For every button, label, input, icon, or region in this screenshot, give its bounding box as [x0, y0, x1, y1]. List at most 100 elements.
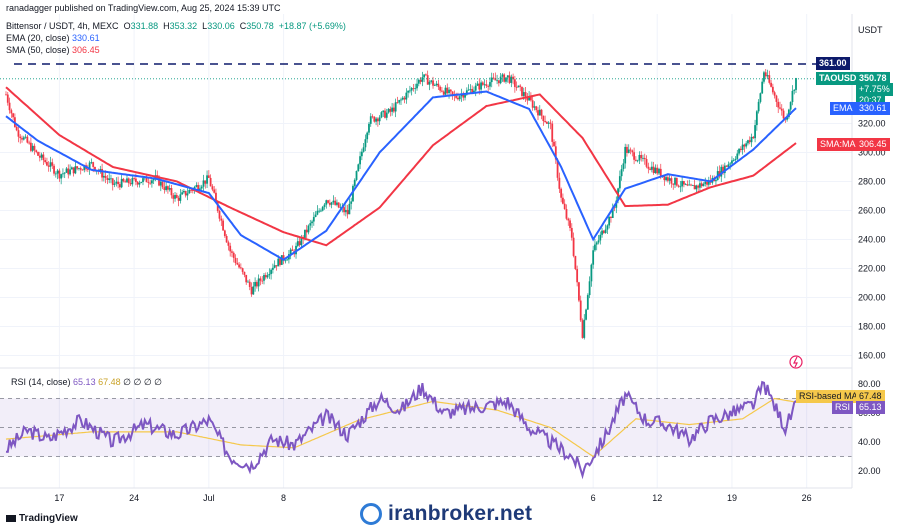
candle-body: [588, 281, 591, 296]
candle-body: [741, 144, 744, 150]
candle-body: [519, 85, 522, 87]
candle-body: [417, 79, 420, 84]
candle-body: [478, 83, 481, 90]
candle-body: [366, 132, 369, 140]
sma-legend-label: SMA (50, close): [6, 45, 70, 55]
candle-body: [480, 82, 482, 90]
watermark-text: iranbroker.net: [388, 502, 533, 525]
sma-legend[interactable]: SMA (50, close) 306.45: [6, 45, 100, 55]
currency-label[interactable]: USDT: [858, 25, 883, 35]
candle-body: [336, 202, 338, 205]
candle-body: [590, 264, 593, 282]
candle-body: [437, 83, 440, 87]
ema-legend[interactable]: EMA (20, close) 330.61: [6, 33, 100, 43]
candle-body: [312, 216, 315, 222]
candle-body: [547, 122, 550, 124]
candle-body: [147, 182, 150, 183]
ema-price-label: 330.61: [856, 102, 890, 115]
candle-body: [656, 167, 659, 174]
candle-body: [145, 176, 148, 183]
candle-body: [483, 84, 486, 86]
candle-body: [380, 112, 383, 118]
candle-body: [368, 123, 370, 133]
last-price-label: 350.78: [856, 72, 890, 85]
candle-body: [31, 145, 34, 151]
candle-body: [570, 227, 573, 238]
candle-body: [53, 165, 55, 174]
candle-body: [569, 220, 571, 228]
sma-legend-value: 306.45: [72, 45, 100, 55]
candle-body: [592, 250, 595, 265]
candle-body: [508, 75, 511, 83]
candle-body: [26, 136, 29, 143]
candle-body: [376, 118, 379, 122]
candle-body: [458, 96, 461, 100]
alert-icon[interactable]: [789, 355, 803, 369]
candle-body: [606, 225, 609, 230]
candle-body: [492, 77, 495, 79]
candle-body: [663, 175, 666, 181]
candle-body: [70, 167, 73, 170]
candle-body: [181, 192, 184, 195]
candle-body: [259, 278, 262, 281]
candle-body: [396, 102, 399, 104]
candle-body: [501, 74, 504, 77]
candle-body: [715, 180, 717, 182]
candle-body: [775, 95, 778, 102]
candle-body: [62, 173, 64, 175]
candle-body: [392, 107, 395, 112]
candle-body: [659, 168, 662, 177]
candle-body: [188, 189, 191, 194]
time-tick-label: 24: [129, 493, 139, 503]
candle-body: [10, 110, 13, 114]
candle-body: [88, 162, 91, 170]
candle-body: [250, 286, 253, 295]
candle-body: [551, 123, 554, 142]
symbol-line: Bittensor / USDT, 4h, MEXC O331.88 H353.…: [6, 21, 346, 31]
tradingview-logo[interactable]: TradingView: [6, 513, 78, 524]
candle-body: [46, 162, 48, 166]
candle-body: [675, 177, 678, 186]
candle-body: [554, 146, 557, 160]
candle-body: [400, 99, 402, 101]
candle-body: [542, 115, 545, 122]
candle-body: [202, 180, 205, 187]
candle-body: [207, 175, 210, 178]
candle-body: [465, 90, 468, 95]
candle-body: [350, 201, 353, 204]
candle-body: [743, 144, 746, 147]
candle-body: [321, 206, 324, 211]
candle-body: [430, 80, 433, 82]
candle-body: [211, 186, 214, 190]
candle-body: [634, 159, 637, 161]
rsi-legend-value: 65.13: [73, 377, 96, 387]
candle-body: [183, 190, 185, 193]
candle-body: [191, 190, 194, 191]
candle-body: [332, 200, 335, 203]
candle-body: [236, 262, 239, 265]
candle-body: [215, 192, 217, 202]
time-axis-ticks: 17 24 Jul 8 6 12 19 26: [54, 493, 811, 503]
candle-body: [599, 234, 602, 241]
candle-body: [736, 153, 739, 159]
candle-body: [51, 162, 54, 166]
rsi-line: [5, 380, 797, 480]
candle-body: [63, 172, 66, 174]
candle-body: [78, 168, 80, 169]
high-label: H: [163, 21, 170, 31]
candle-body: [683, 181, 685, 185]
candle-body: [441, 90, 443, 92]
candle-body: [140, 181, 143, 183]
candle-body: [102, 175, 105, 178]
rsi-legend[interactable]: RSI (14, close) 65.13 67.48 ∅ ∅ ∅ ∅: [11, 377, 162, 388]
candle-body: [33, 145, 36, 151]
candle-body: [629, 149, 632, 151]
ema-20-line: [5, 90, 797, 262]
candle-body: [528, 96, 531, 101]
candle-body: [538, 109, 541, 116]
candle-body: [770, 82, 772, 87]
price-tick-label: 200.00: [858, 292, 886, 302]
candle-body: [442, 91, 445, 95]
symbol-name[interactable]: Bittensor / USDT, 4h, MEXC: [6, 21, 119, 31]
